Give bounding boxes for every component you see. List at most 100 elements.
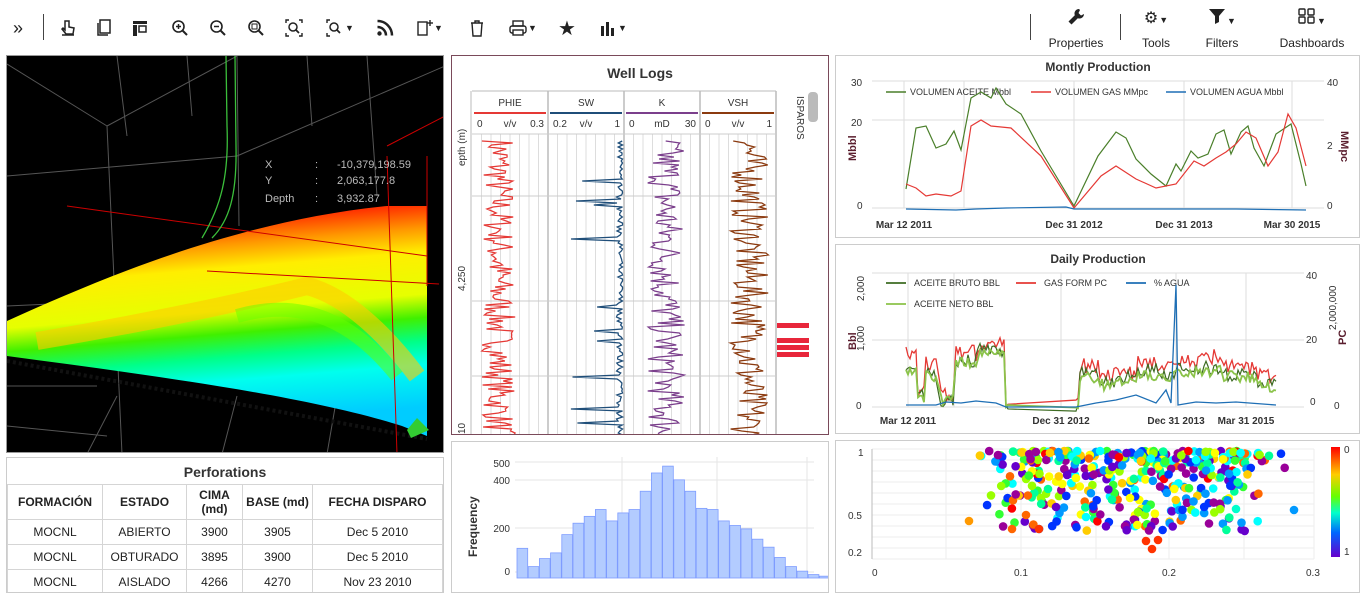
zoom-in-icon[interactable] [168, 14, 192, 42]
scatter-point [993, 450, 1003, 460]
histogram-bar [617, 512, 629, 579]
scatter-point [1223, 496, 1232, 505]
histogram-bar [706, 509, 719, 579]
dashboards-button[interactable]: ▼ Dashboards [1268, 8, 1356, 50]
scatter-point [1031, 447, 1041, 457]
histogram-bar [662, 465, 674, 579]
daily-xtick: Dec 31 2013 [1147, 416, 1205, 427]
properties-button[interactable]: Properties [1043, 8, 1109, 50]
histogram-bar [673, 479, 685, 579]
page-icon[interactable] [92, 14, 116, 42]
scatter-point [1170, 484, 1179, 494]
expand-sidebar-icon[interactable]: » [12, 17, 23, 38]
scatter-ytick: 0.2 [848, 548, 862, 559]
add-panel-icon[interactable]: ▼ [412, 14, 448, 42]
cell: Dec 5 2010 [312, 544, 443, 570]
filters-label: Filters [1205, 36, 1239, 50]
scatter-point [1117, 478, 1127, 488]
histogram-bar [684, 490, 697, 579]
histogram-bar [550, 552, 562, 579]
histogram-bar [774, 557, 786, 579]
legend-item[interactable]: VOLUMEN AGUA Mbbl [1190, 87, 1284, 97]
table-row[interactable]: MOCNL OBTURADO 3895 3900 Dec 5 2010 [7, 544, 443, 570]
table-row[interactable]: MOCNL AISLADO 4266 4270 Nov 23 2010 [7, 569, 443, 592]
trash-icon[interactable] [465, 14, 489, 42]
scatter-point [1081, 503, 1090, 512]
bar-chart-icon[interactable]: ▼ [594, 14, 632, 42]
rss-icon[interactable] [373, 14, 397, 42]
cell: AISLADO [102, 569, 187, 592]
depth-header: epth (m) [457, 129, 468, 166]
histogram-bar [639, 490, 652, 579]
layout-icon[interactable] [128, 14, 152, 42]
scatter-point [1062, 470, 1072, 480]
log-scrollbar[interactable] [808, 92, 818, 122]
daily-production-chart[interactable]: Daily Production Bbl PC 2,000 1,000 0 40… [836, 245, 1360, 434]
zoom-extent-icon[interactable] [244, 14, 268, 42]
scatter-point [1011, 462, 1020, 471]
tools-button[interactable]: ⚙▼ Tools [1130, 8, 1182, 50]
scatter-point [1007, 524, 1017, 534]
scatter-point [1230, 456, 1240, 465]
filters-button[interactable]: ▼ Filters [1196, 8, 1248, 50]
scatter-point [1115, 503, 1124, 512]
cell: 4266 [186, 569, 243, 592]
cell: 3900 [186, 519, 243, 545]
histogram-bar [606, 520, 618, 579]
legend-item[interactable]: VOLUMEN GAS MMpc [1055, 87, 1149, 97]
print-icon[interactable]: ▼ [503, 14, 543, 42]
scatter-point [1008, 479, 1017, 488]
scatter-point [1072, 446, 1082, 456]
track-max: 1 [614, 119, 620, 130]
scatter-point [1042, 455, 1051, 465]
scatter-point [1201, 489, 1210, 498]
legend-item[interactable]: % AGUA [1154, 278, 1190, 288]
histogram-bar [527, 566, 540, 579]
scatter-xtick: 0.1 [1014, 568, 1028, 579]
zoom-out-icon[interactable] [206, 14, 230, 42]
scatter-point [1215, 504, 1225, 514]
zoom-fit-icon[interactable] [282, 14, 306, 42]
histogram-bar [695, 507, 708, 579]
monthly-production-panel: Montly Production Mbbl MMpc 30 20 0 40 2… [835, 55, 1360, 238]
series-gas [905, 112, 1307, 210]
cell: MOCNL [7, 569, 103, 592]
3d-viewer[interactable]: X : -10,379,198.59 Y : 2,063,177.8 Depth… [6, 55, 444, 453]
star-icon[interactable]: ★ [558, 17, 576, 40]
scatter-point [1052, 517, 1061, 526]
histogram-bar [516, 547, 529, 579]
scatter-point [982, 500, 992, 510]
monthly-production-chart[interactable]: Montly Production Mbbl MMpc 30 20 0 40 2… [836, 56, 1360, 238]
scatter-point [1164, 470, 1173, 479]
legend-item[interactable]: GAS FORM PC [1044, 278, 1108, 288]
histogram-chart[interactable]: Frequency 500 400 200 0 [452, 442, 829, 593]
scatter-chart[interactable]: 1 0.5 0.2 0 0.1 0.2 0.3 0 1 [836, 441, 1360, 593]
scatter-point [1075, 482, 1085, 491]
table-row[interactable]: MOCNL ABIERTO 3900 3905 Dec 5 2010 [7, 519, 443, 545]
scatter-point [1177, 451, 1186, 460]
scatter-point [986, 491, 996, 500]
daily-ym: 0 [1310, 397, 1316, 408]
cell: 4270 [242, 569, 313, 592]
scatter-point [1225, 513, 1234, 522]
col-cima: CIMA (md) [186, 484, 243, 520]
legend-item[interactable]: ACEITE NETO BBL [914, 299, 993, 309]
scatter-point [1189, 473, 1198, 482]
scatter-point [1178, 505, 1187, 515]
depth-sep: : [315, 193, 318, 205]
select-hand-icon[interactable] [56, 14, 80, 42]
daily-production-panel: Daily Production Bbl PC 2,000 1,000 0 40… [835, 244, 1360, 434]
scatter-point [1254, 489, 1263, 498]
legend-item[interactable]: VOLUMEN ACEITE Mbbl [910, 87, 1011, 97]
monthly-xtick: Dec 31 2012 [1045, 220, 1103, 231]
scatter-point [1033, 455, 1043, 465]
legend-item[interactable]: ACEITE BRUTO BBL [914, 278, 1000, 288]
col-base: BASE (md) [242, 484, 313, 520]
track-name: K [659, 98, 666, 109]
scatter-point [1080, 464, 1090, 473]
log-curve [570, 140, 625, 434]
depth-label: Depth [265, 193, 294, 205]
zoom-window-icon[interactable]: ▼ [322, 14, 358, 42]
histogram-bar [796, 570, 809, 579]
